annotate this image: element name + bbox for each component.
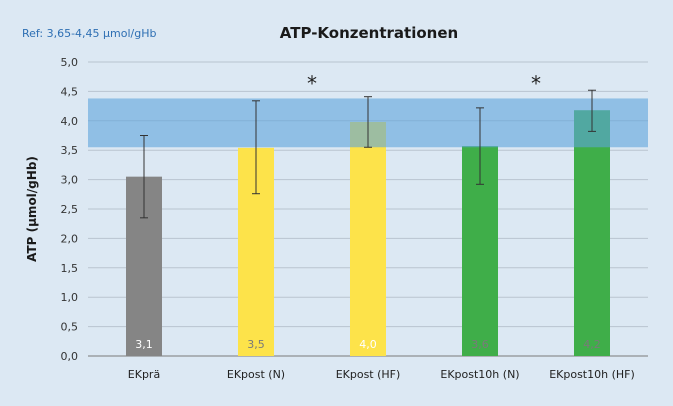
y-tick-label: 2,0: [61, 232, 79, 245]
y-tick-label: 1,0: [61, 291, 79, 304]
bar: [350, 121, 386, 356]
y-axis-label: ATP (µmol/gHb): [25, 156, 39, 262]
y-tick-label: 0,5: [61, 321, 79, 334]
x-tick-label: EKpost (HF): [336, 368, 401, 381]
y-tick-label: 5,0: [61, 56, 79, 69]
y-tick-label: 4,5: [61, 85, 79, 98]
y-tick-label: 2,5: [61, 203, 79, 216]
data-label: 3,6: [471, 338, 489, 351]
y-tick-label: 4,0: [61, 115, 79, 128]
y-tick-label: 3,0: [61, 174, 79, 187]
x-tick-label: EKpost (N): [227, 368, 285, 381]
x-tick-label: EKprä: [128, 368, 160, 381]
data-label: 3,5: [247, 338, 265, 351]
reference-range-label: Ref: 3,65-4,45 µmol/gHb: [22, 27, 157, 40]
y-tick-label: 1,5: [61, 262, 79, 275]
data-label: 3,1: [135, 338, 153, 351]
y-tick-label: 0,0: [61, 350, 79, 363]
bar: [574, 110, 610, 356]
y-tick-label: 3,5: [61, 144, 79, 157]
data-label: 4,0: [359, 338, 377, 351]
chart-title: ATP-Konzentrationen: [280, 24, 458, 42]
x-tick-label: EKpost10h (N): [440, 368, 519, 381]
labels-layer: EKprä 3,1 EKpost (N) 3,5 EKpost (HF) 4,0 EKpos…: [128, 72, 635, 381]
data-label: 4,2: [583, 338, 601, 351]
significance-marker: *: [307, 72, 317, 96]
x-tick-label: EKpost10h (HF): [549, 368, 635, 381]
significance-marker: *: [531, 72, 541, 96]
error-bars-layer: [140, 89, 596, 219]
